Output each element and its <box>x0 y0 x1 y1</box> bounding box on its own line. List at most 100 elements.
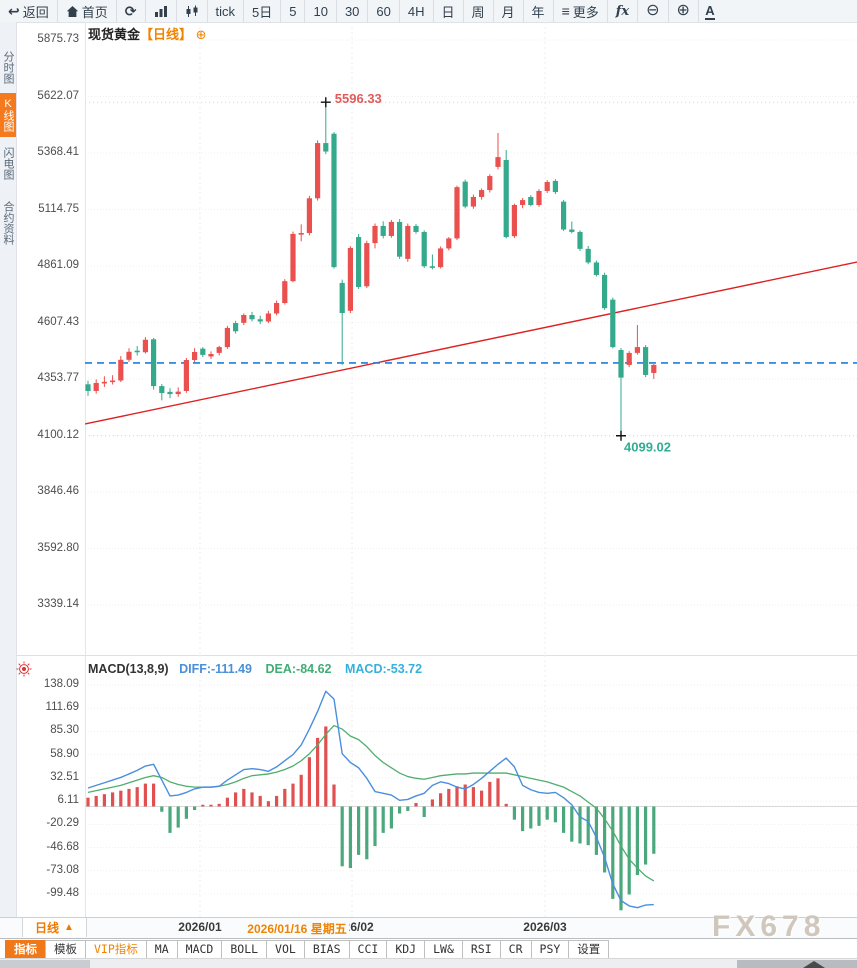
main-y-tick: 5622.07 <box>37 89 79 102</box>
clipped-toolbar-button[interactable]: A <box>705 2 715 20</box>
tab-cr[interactable]: CR <box>499 939 532 959</box>
main-y-tick: 5875.73 <box>37 33 79 45</box>
tab-boll[interactable]: BOLL <box>221 939 268 959</box>
indicator-settings-icon[interactable] <box>16 661 32 677</box>
main-y-tick: 3339.14 <box>37 598 79 610</box>
macd-dea-value: DEA:-84.62 <box>265 662 332 676</box>
candlestick-style-button[interactable] <box>177 0 208 22</box>
tab-macd[interactable]: MACD <box>176 939 223 959</box>
refresh-button[interactable]: ⟳ <box>117 0 146 22</box>
timeframe-dropdown-button[interactable]: 日线 ▲ <box>22 918 87 937</box>
home-icon <box>66 5 79 18</box>
zoom-in-button[interactable]: ⊕ <box>669 0 699 22</box>
svg-text:4099.02: 4099.02 <box>624 440 671 455</box>
interval-year-button[interactable]: 年 <box>524 0 554 22</box>
macd-y-tick: -20.29 <box>46 817 79 830</box>
macd-y-tick: 32.51 <box>50 770 79 783</box>
macd-y-tick: -73.08 <box>46 863 79 876</box>
timeframe-label: 日线 <box>35 921 60 935</box>
timeframe-tag: 【日线】 <box>140 27 193 42</box>
interval-5d-button[interactable]: 5日 <box>244 0 282 22</box>
macd-params: MACD(13,8,9) <box>88 662 169 676</box>
tab-vol[interactable]: VOL <box>266 939 305 959</box>
top-toolbar: ↩ 返回 首页 ⟳ tick 5日 5 10 30 60 4H 日 周 月 年 … <box>0 0 857 23</box>
sidebar-tab-timeshare[interactable]: 分时图 <box>2 50 14 84</box>
interval-month-button[interactable]: 月 <box>494 0 524 22</box>
tab-ma[interactable]: MA <box>145 939 178 959</box>
tab-template[interactable]: 模板 <box>45 939 86 959</box>
zoom-in-icon: ⊕ <box>676 2 690 19</box>
interval-tick-button[interactable]: tick <box>208 0 244 22</box>
main-y-tick: 3592.80 <box>37 541 79 554</box>
formula-button[interactable]: fx <box>608 0 639 22</box>
main-y-tick: 4353.77 <box>37 372 79 384</box>
macd-header: MACD(13,8,9) DIFF:-111.49 DEA:-84.62 MAC… <box>88 662 422 676</box>
zoom-out-icon: ⊖ <box>646 2 660 19</box>
selected-date-label: 2026/01/16 星期五 <box>244 920 350 937</box>
add-indicator-icon[interactable]: ⊕ <box>195 27 207 42</box>
interval-30m-button[interactable]: 30 <box>337 0 369 22</box>
interval-4h-button[interactable]: 4H <box>400 0 434 22</box>
tab-vip-indicator[interactable]: VIP指标 <box>85 939 147 959</box>
tab-bias[interactable]: BIAS <box>303 939 350 959</box>
menu-icon: ≡ <box>561 3 570 19</box>
x-axis-month-label: 2026/03 <box>523 920 567 934</box>
back-button[interactable]: ↩ 返回 <box>0 0 58 22</box>
tab-cci[interactable]: CCI <box>348 939 388 959</box>
interval-5m-button[interactable]: 5 <box>281 0 306 22</box>
macd-y-tick: 6.11 <box>57 794 79 807</box>
sidebar-tab-lightning[interactable]: 闪电图 <box>2 146 14 180</box>
collapse-arrow-icon[interactable] <box>803 961 825 968</box>
macd-y-axis: 138.09 111.69 85.30 58.90 32.51 6.11 -20.29 -46… <box>16 655 85 917</box>
home-label: 首页 <box>81 4 108 20</box>
tab-kdj[interactable]: KDJ <box>386 939 426 959</box>
tab-psy[interactable]: PSY <box>530 939 570 959</box>
plot-left-border <box>85 22 86 917</box>
main-y-tick: 3846.46 <box>37 485 79 497</box>
main-y-tick: 5368.41 <box>37 146 79 158</box>
zoom-out-button[interactable]: ⊖ <box>638 0 669 22</box>
macd-y-tick: -99.48 <box>46 887 79 899</box>
macd-macd-value: MACD:-53.72 <box>344 662 423 676</box>
back-label: 返回 <box>22 4 49 20</box>
interval-day-button[interactable]: 日 <box>434 0 464 22</box>
more-button[interactable]: ≡ 更多 <box>554 0 608 22</box>
candlestick-chart[interactable]: 5596.33 4099.02 <box>85 22 857 655</box>
line-chart-button[interactable] <box>146 0 177 22</box>
main-y-tick: 4100.12 <box>37 428 79 441</box>
x-axis-row: 日线 ▲ 2026/01 2026/02 2026/03 2026/01/16 星期五 <box>0 917 857 938</box>
sidebar-tab-kline[interactable]: K线图 <box>0 93 16 137</box>
macd-y-tick: 111.69 <box>45 701 79 714</box>
macd-diff-value: DIFF:-111.49 <box>179 662 253 676</box>
chart-title: 现货黄金【日线】 ⊕ <box>88 24 207 43</box>
refresh-icon: ⟳ <box>124 3 137 19</box>
x-axis-month-label: 2026/01 <box>178 920 222 934</box>
panel-separator <box>16 655 857 656</box>
tab-rsi[interactable]: RSI <box>461 939 501 959</box>
scrollbar-thumb-right[interactable] <box>737 960 857 968</box>
tab-lwr[interactable]: LW& <box>424 939 463 959</box>
main-y-tick: 4607.43 <box>37 315 79 328</box>
interval-week-button[interactable]: 周 <box>464 0 494 22</box>
macd-chart[interactable] <box>85 655 857 917</box>
interval-60m-button[interactable]: 60 <box>368 0 400 22</box>
macd-y-tick: 138.09 <box>43 678 79 690</box>
scrollbar-thumb-left[interactable] <box>0 960 90 968</box>
sidebar-tab-contract-info[interactable]: 合约资料 <box>2 201 14 245</box>
main-y-tick: 4861.09 <box>37 259 79 271</box>
home-button[interactable]: 首页 <box>58 0 117 22</box>
symbol-name: 现货黄金 <box>88 27 141 42</box>
macd-y-tick: 85.30 <box>50 724 79 737</box>
bottom-scrollbar <box>0 958 857 968</box>
tab-indicator[interactable]: 指标 <box>5 939 46 959</box>
main-y-tick: 5114.75 <box>38 202 79 215</box>
interval-10m-button[interactable]: 10 <box>305 0 337 22</box>
back-arrow-icon: ↩ <box>8 3 20 19</box>
candlestick-icon <box>185 5 199 18</box>
bar-chart-icon <box>154 5 168 18</box>
left-sidebar: 分时图 K线图 闪电图 合约资料 <box>0 22 17 917</box>
indicator-toolbar: 指标 模板 VIP指标 MA MACD BOLL VOL BIAS CCI KD… <box>0 938 857 959</box>
tab-settings[interactable]: 设置 <box>568 939 610 959</box>
dropdown-arrow-icon: ▲ <box>64 922 74 933</box>
